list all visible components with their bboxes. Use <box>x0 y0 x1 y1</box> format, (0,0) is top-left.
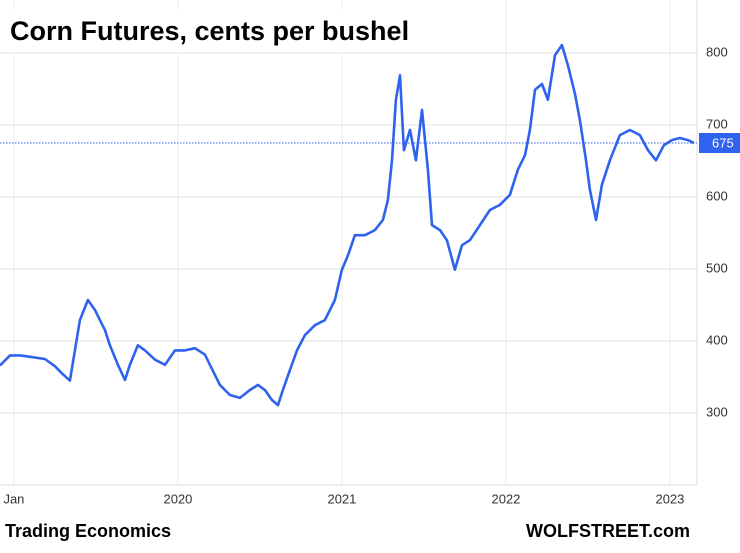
x-tick-label: 2020 <box>163 491 192 506</box>
source: Trading Economics <box>5 521 171 541</box>
chart-title: Corn Futures, cents per bushel <box>10 16 409 46</box>
y-tick-label: 800 <box>706 44 728 59</box>
y-tick-label: 600 <box>706 188 728 203</box>
x-tick-label: Jan <box>3 491 24 506</box>
last-value-label: 675 <box>712 135 734 150</box>
data-line <box>0 43 695 407</box>
title-backdrop <box>0 10 460 52</box>
y-tick-label: 400 <box>706 332 728 347</box>
x-tick-label: 2022 <box>491 491 520 506</box>
y-tick-label: 500 <box>706 260 728 275</box>
y-tick-label: 700 <box>706 116 728 131</box>
last-value-box <box>699 133 740 153</box>
x-tick-label: 2023 <box>655 491 684 506</box>
x-tick-label: 2021 <box>327 491 356 506</box>
y-tick-label: 300 <box>706 404 728 419</box>
credit: WOLFSTREET.com <box>526 521 690 541</box>
